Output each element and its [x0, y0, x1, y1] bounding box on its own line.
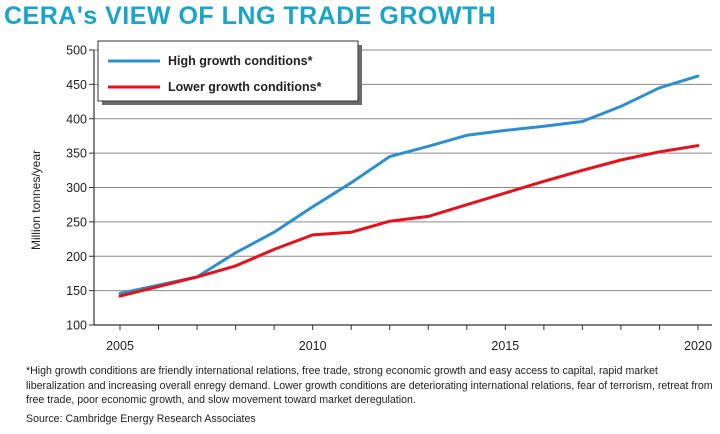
y-tick-label: 100 [66, 319, 87, 333]
y-tick-label: 400 [66, 112, 87, 126]
footnote: *High growth conditions are friendly int… [26, 365, 713, 406]
y-tick-label: 250 [66, 215, 87, 229]
y-tick-label: 300 [66, 181, 87, 195]
series-line-high [118, 74, 700, 295]
x-tick-label: 2010 [299, 339, 327, 353]
x-tick-labels: 2005 2010 2015 2020 [106, 339, 712, 353]
y-axis-label: Million tonnes/year [29, 150, 43, 250]
y-tick-label: 200 [66, 250, 87, 264]
x-tick-label: 2015 [491, 339, 519, 353]
x-tick-label: 2020 [684, 339, 712, 353]
axes [93, 50, 712, 330]
legend-label-low: Lower growth conditions* [168, 80, 322, 94]
legend-box [97, 40, 359, 102]
y-tick-labels: 100 150 200 250 300 350 400 450 500 [66, 44, 87, 333]
legend-label-high: High growth conditions* [168, 54, 313, 68]
y-tick-label: 150 [66, 284, 87, 298]
y-tick-label: 500 [66, 44, 87, 58]
data-series [118, 74, 700, 298]
source-note: Source: Cambridge Energy Research Associ… [26, 413, 256, 425]
chart-title: CERA's VIEW OF LNG TRADE GROWTH [4, 2, 497, 30]
y-tick-label: 350 [66, 147, 87, 161]
y-tick-label: 450 [66, 78, 87, 92]
legend: High growth conditions* Lower growth con… [97, 40, 362, 105]
series-line-low [118, 144, 700, 298]
x-tick-label: 2005 [106, 339, 134, 353]
line-chart: 100 150 200 250 300 350 400 450 500 2005 2010 2015… [29, 40, 712, 353]
